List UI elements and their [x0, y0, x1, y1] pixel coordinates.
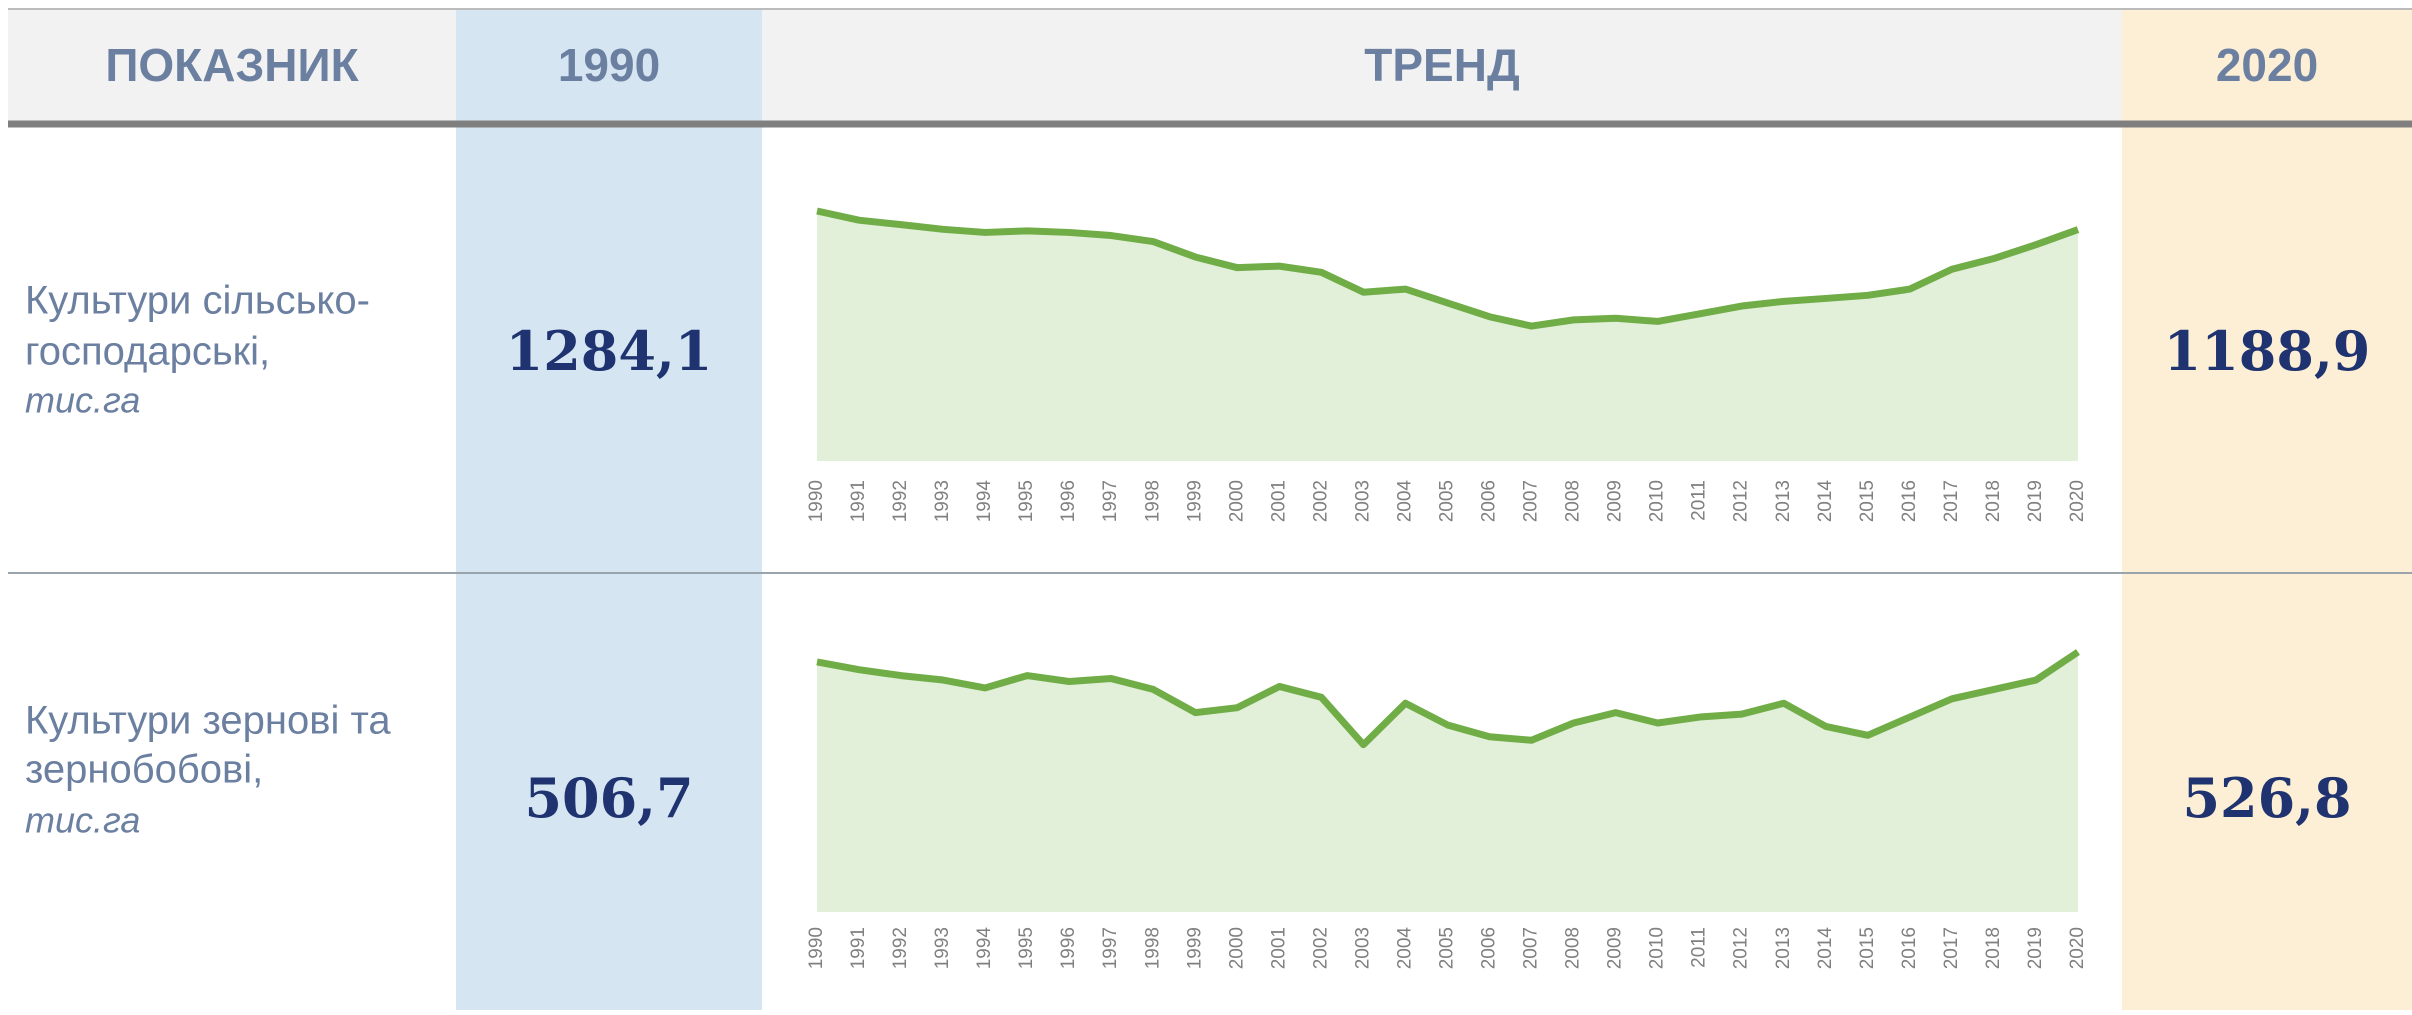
row-label: Культури сільсько- [25, 279, 370, 323]
x-tick-label: 2006 [1479, 927, 1500, 969]
x-tick-label: 1999 [1184, 927, 1205, 969]
header: 2020 [2216, 39, 2318, 91]
x-tick-label: 2019 [2025, 480, 2046, 522]
x-tick-label: 2007 [1521, 480, 1542, 522]
x-tick-label: 2018 [1983, 480, 2004, 522]
x-tick-label: 2011 [1689, 927, 1710, 968]
x-tick-label: 1994 [974, 480, 995, 523]
x-tick-label: 2016 [1899, 927, 1920, 969]
header: ПОКАЗНИК [105, 39, 359, 91]
col-2020-bg [2122, 8, 2412, 1010]
x-tick-label: 2013 [1773, 480, 1794, 522]
line [816, 649, 2080, 749]
x-tick-label: 2006 [1479, 480, 1500, 522]
row-unit: тис.га [25, 380, 140, 421]
x-tick-label: 2003 [1352, 480, 1373, 522]
line [816, 207, 2080, 330]
x-tick-label: 2012 [1731, 927, 1752, 969]
x-tick-label: 1993 [932, 480, 953, 522]
x-tick-label: 2018 [1983, 927, 2004, 969]
x-tick-label: 2011 [1689, 480, 1710, 521]
row-unit: тис.га [25, 800, 140, 841]
x-tick-label: 2000 [1226, 927, 1247, 969]
value-1990: 506,7 [524, 766, 693, 830]
x-tick-label: 1995 [1016, 927, 1037, 969]
x-tick-label: 1996 [1058, 927, 1079, 969]
x-tick-label: 2001 [1268, 927, 1289, 969]
x-tick-label: 1992 [890, 927, 911, 969]
x-tick-label: 1990 [806, 927, 827, 969]
x-tick-label: 1998 [1142, 927, 1163, 969]
x-tick-label: 2008 [1563, 927, 1584, 969]
x-tick-label: 2020 [2067, 927, 2088, 969]
area [817, 211, 2078, 461]
x-tick-label: 1994 [974, 927, 995, 970]
x-tick-label: 1996 [1058, 480, 1079, 522]
x-tick-label: 2004 [1394, 480, 1415, 523]
x-tick-label: 1997 [1100, 480, 1121, 522]
value-1990: 1284,1 [506, 319, 713, 383]
x-tick-label: 2013 [1773, 927, 1794, 969]
x-tick-label: 1990 [806, 480, 827, 522]
x-tick-label: 1995 [1016, 480, 1037, 522]
header: ТРЕНД [1364, 39, 1519, 91]
x-tick-label: 2008 [1563, 480, 1584, 522]
row-label: господарські, [25, 330, 270, 374]
header-bg [8, 10, 456, 123]
x-tick-label: 2010 [1647, 480, 1668, 522]
x-tick-label: 1993 [932, 927, 953, 969]
x-tick-label: 2007 [1521, 927, 1542, 969]
x-tick-label: 2014 [1815, 927, 1836, 970]
x-tick-label: 1991 [848, 927, 869, 969]
x-tick-label: 2004 [1394, 927, 1415, 970]
x-tick-label: 2000 [1226, 480, 1247, 522]
x-tick-label: 2003 [1352, 927, 1373, 969]
x-tick-label: 2016 [1899, 480, 1920, 522]
x-tick-label: 1998 [1142, 480, 1163, 522]
x-tick-label: 2005 [1437, 927, 1458, 969]
header-bg [762, 10, 2122, 123]
x-tick-label: 2009 [1605, 927, 1626, 969]
x-tick-label: 1991 [848, 480, 869, 522]
area [817, 652, 2078, 912]
x-tick-label: 2001 [1268, 480, 1289, 522]
x-tick-label: 1992 [890, 480, 911, 522]
x-tick-label: 2010 [1647, 927, 1668, 969]
x-tick-label: 2012 [1731, 480, 1752, 522]
x-tick-label: 2005 [1437, 480, 1458, 522]
x-tick-label: 2009 [1605, 480, 1626, 522]
x-tick-label: 1999 [1184, 480, 1205, 522]
x-tick-label: 2020 [2067, 480, 2088, 522]
x-tick-label: 2017 [1941, 480, 1962, 522]
row-label: зернобобові, [25, 748, 263, 792]
x-tick-label: 2017 [1941, 927, 1962, 969]
x-tick-label: 2019 [2025, 927, 2046, 969]
x-tick-label: 2002 [1310, 480, 1331, 522]
header: 1990 [558, 39, 660, 91]
value-2020: 1188,9 [2164, 319, 2371, 383]
x-tick-label: 2015 [1857, 927, 1878, 969]
x-tick-label: 1997 [1100, 927, 1121, 969]
row-label: Культури зернові та [25, 699, 391, 743]
x-tick-label: 2002 [1310, 927, 1331, 969]
x-tick-label: 2014 [1815, 480, 1836, 523]
value-2020: 526,8 [2182, 766, 2351, 830]
x-tick-label: 2015 [1857, 480, 1878, 522]
col-1990-bg [456, 8, 762, 1010]
